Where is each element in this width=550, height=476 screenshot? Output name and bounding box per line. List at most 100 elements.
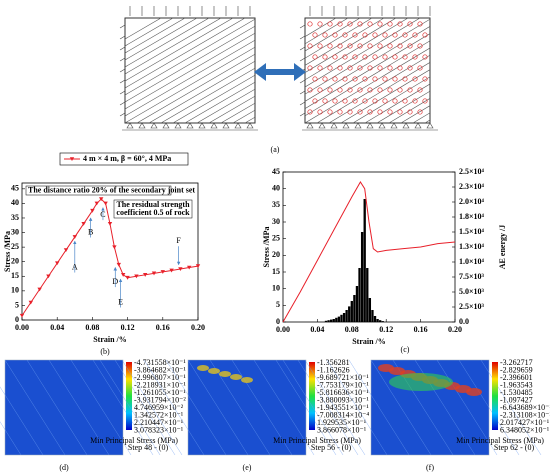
x-tick-label: 0.08	[345, 325, 359, 334]
marker	[169, 268, 174, 273]
ae-bar	[360, 232, 364, 322]
point-label: C	[100, 210, 105, 219]
ae-marker	[412, 54, 418, 60]
ae-marker	[307, 21, 313, 27]
legend-marker	[69, 157, 75, 161]
panel-label: (d)	[59, 463, 69, 472]
colorbar-label: -1.963543	[500, 380, 533, 389]
ae-marker	[402, 32, 408, 38]
ae-marker	[307, 65, 313, 71]
y-tick-label: 5	[276, 300, 280, 309]
side-support	[119, 101, 126, 106]
point-label: D	[112, 277, 118, 286]
marker	[94, 201, 99, 206]
side-support	[119, 35, 126, 40]
ae-bar	[381, 321, 384, 322]
marker	[81, 222, 86, 226]
joint-trace	[121, 359, 183, 456]
ae-marker	[382, 32, 388, 38]
joint	[172, 74, 255, 123]
ae-marker	[407, 109, 413, 115]
joint	[305, 18, 337, 37]
support	[402, 122, 410, 129]
ae-bar	[376, 319, 379, 322]
ae-marker	[417, 109, 423, 115]
panel-label: (a)	[271, 145, 280, 154]
joint	[196, 88, 255, 123]
ae-marker	[382, 54, 388, 60]
joint-trace	[143, 359, 205, 456]
marker	[178, 267, 183, 271]
panel-label: (f)	[426, 463, 434, 472]
ae-marker	[412, 98, 418, 104]
joints-left	[125, 18, 255, 123]
joint-trace	[253, 359, 315, 456]
y-tick-label: 15	[272, 267, 280, 276]
joint	[184, 81, 255, 123]
joint	[125, 18, 162, 40]
support	[414, 122, 422, 129]
colorbar-label: 2.017427×10⁻¹	[500, 418, 550, 427]
y-tick-label: 35	[272, 200, 280, 209]
stress-concentration	[197, 365, 209, 371]
side-support	[299, 101, 306, 106]
ae-marker	[417, 21, 423, 27]
support	[390, 122, 398, 129]
joint-trace	[304, 359, 366, 456]
point-label: F	[176, 236, 181, 245]
ae-marker	[352, 76, 358, 82]
y-tick-label: 5	[15, 300, 19, 309]
ae-bar	[350, 301, 353, 322]
ae-marker	[387, 21, 393, 27]
ae-marker	[342, 32, 348, 38]
y-axis-title: Stress /MPa	[262, 227, 271, 268]
ae-marker	[312, 98, 318, 104]
colorbar-label: 4.746959×10⁻²	[134, 403, 184, 412]
legend-box	[59, 152, 189, 166]
y2-tick-label: 2.5×10⁴	[459, 167, 485, 176]
ae-marker	[332, 32, 338, 38]
ae-bar	[368, 298, 372, 322]
y-tick-label: 25	[272, 233, 280, 242]
ae-marker	[332, 98, 338, 104]
y-tick-label: 40	[272, 183, 280, 192]
y-tick-label: 10	[272, 283, 280, 292]
ae-marker	[387, 109, 393, 115]
x-tick-label: 0.20	[191, 323, 205, 332]
colorbar-label: -6.643689×10⁻¹	[500, 403, 550, 412]
joint	[125, 32, 255, 110]
ae-marker	[387, 87, 393, 93]
side-support	[299, 24, 306, 29]
support	[342, 122, 350, 129]
contour-field	[4, 359, 124, 456]
ae-marker	[377, 109, 383, 115]
y2-tick-label: 7.5×10³	[459, 272, 485, 281]
ae-marker	[317, 43, 323, 49]
joint	[125, 18, 255, 96]
ae-bar	[345, 310, 348, 322]
joint	[316, 54, 430, 123]
ae-marker	[377, 21, 383, 27]
ae-marker	[362, 76, 368, 82]
support	[234, 122, 242, 129]
ae-marker	[327, 65, 333, 71]
joint	[125, 18, 222, 75]
joint-trace	[92, 359, 154, 456]
colorbar-label: -2.996807×10⁻¹	[134, 373, 186, 382]
side-support	[299, 90, 306, 95]
ae-marker	[402, 98, 408, 104]
y-axis-title: Stress /MPa	[3, 231, 12, 272]
ae-marker	[307, 87, 313, 93]
support	[222, 122, 230, 129]
colorbar	[492, 362, 498, 430]
marker	[116, 262, 121, 267]
ae-marker	[422, 54, 428, 60]
joint	[125, 18, 186, 54]
marker	[103, 201, 108, 206]
colorbar-label: -2.396601	[500, 373, 533, 382]
ae-bar	[371, 310, 374, 322]
ae-marker	[367, 87, 373, 93]
ae-bar	[355, 286, 359, 322]
joint	[305, 47, 430, 123]
support	[138, 122, 146, 129]
